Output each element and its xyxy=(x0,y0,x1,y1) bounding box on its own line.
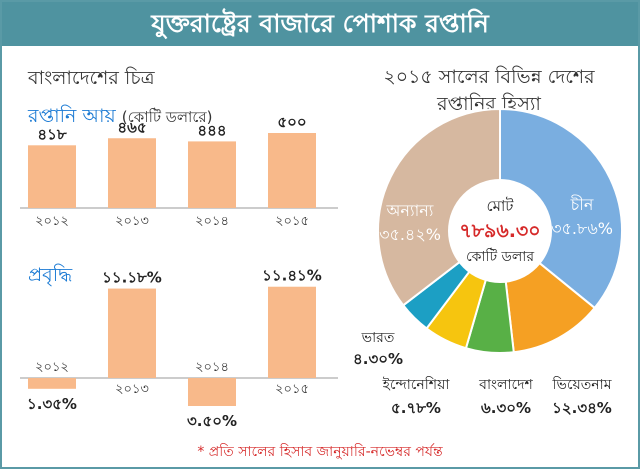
pie-center-hole xyxy=(448,179,552,283)
growth-year-label: ২০১৫ xyxy=(275,382,309,397)
pie-slice-name: চীন xyxy=(570,195,594,214)
title-bar xyxy=(2,2,638,46)
pie-slice-name: অন্যান্য xyxy=(386,201,434,220)
growth-year-label: ২০১৩ xyxy=(115,382,149,397)
growth-value-label: ১১.৪১% xyxy=(262,267,322,285)
pie-slice-percent: ১২.৩৪% xyxy=(552,399,612,417)
pie-slice-percent: ৬.৩০% xyxy=(481,399,531,417)
export-bar xyxy=(28,145,76,208)
pie-slice-percent: ৪.৩০% xyxy=(353,350,403,368)
pie-center-total: ৭৮৯৬.৩০ xyxy=(459,220,540,242)
export-value-label: ৪৬৫ xyxy=(117,118,146,136)
growth-value-label: ১.৩৫% xyxy=(27,395,77,413)
pie-slice-name: ভিয়েতনাম xyxy=(551,376,611,393)
pie-slice-name: বাংলাদেশ xyxy=(478,377,533,393)
pie-slice-percent: ৫.৭৮% xyxy=(391,399,441,417)
pie-slice xyxy=(377,107,501,307)
pie-slice-name: ভারত xyxy=(361,330,395,346)
export-year-label: ২০১৩ xyxy=(115,214,149,229)
pie-center-label-top: মোট xyxy=(487,197,515,215)
left-subtitle: বাংলাদেশের চিত্র xyxy=(28,67,155,89)
growth-chart-title: প্রবৃদ্ধি xyxy=(28,264,73,286)
pie-slice-name: ইন্দোনেশিয়া xyxy=(382,376,451,393)
export-year-label: ২০১৪ xyxy=(195,214,229,229)
export-year-label: ২০১৫ xyxy=(275,214,309,229)
pie-slice-percent: ৩৫.৮৬% xyxy=(551,219,613,238)
growth-year-label: ২০১৪ xyxy=(195,360,229,375)
export-bar xyxy=(268,133,316,208)
export-bar-chart: ৪১৮ ২০১২ ৪৬৫ ২০১৩ ৪৪৪ ২০১৪ ৫০০ ২০১৫ xyxy=(20,113,338,229)
growth-bar xyxy=(28,378,76,389)
share-pie-chart: মোট ৭৮৯৬.৩০ কোটি ডলার চীন ৩৫.৮৬% ভিয়েতনাম ১২.… xyxy=(353,107,623,417)
growth-value-label: ১১.১৮% xyxy=(102,269,162,287)
growth-bar xyxy=(188,378,236,406)
export-bar xyxy=(188,141,236,208)
export-chart-heading: রপ্তানি আয় (কোটি ডলারে) xyxy=(28,102,213,134)
export-chart-unit: (কোটি ডলারে) xyxy=(121,108,213,126)
growth-bar xyxy=(268,286,316,378)
pie-center-label-bottom: কোটি ডলার xyxy=(466,248,534,265)
export-bar xyxy=(108,138,156,208)
footnote: * প্রতি সালের হিসাব জানুয়ারি-নভেম্বর পর… xyxy=(197,444,443,460)
growth-bar xyxy=(108,288,156,378)
growth-bar-chart: ১.৩৫% ২০১২ ১১.১৮% ২০১৩ ৩.৫০% ২০১৪ ১১.৪১% ২০১৫ xyxy=(20,267,338,430)
export-chart-title: রপ্তানি আয় xyxy=(28,105,116,127)
pie-slice-percent: ৩৫.৪২% xyxy=(379,225,441,244)
export-value-label: ৫০০ xyxy=(277,113,306,131)
pie-slice xyxy=(499,107,623,310)
export-value-label: ৪৪৪ xyxy=(197,121,226,139)
export-year-label: ২০১২ xyxy=(35,214,69,229)
growth-year-label: ২০১২ xyxy=(35,360,69,375)
export-value-label: ৪১৮ xyxy=(37,125,66,143)
page-title: যুক্তরাষ্ট্রের বাজারে পোশাক রপ্তানি xyxy=(151,9,489,38)
growth-value-label: ৩.৫০% xyxy=(187,412,237,430)
